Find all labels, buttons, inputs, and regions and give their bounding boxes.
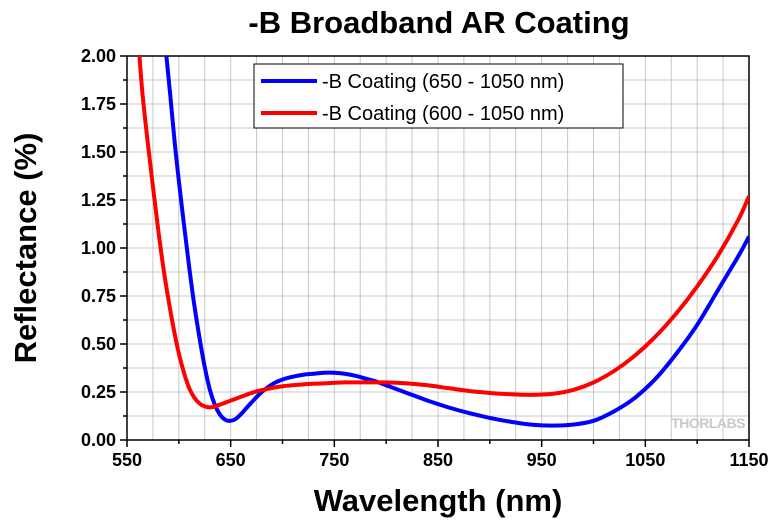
x-tick-label: 950	[527, 450, 557, 470]
axis-ticks	[120, 55, 750, 447]
x-tick-label: 650	[216, 450, 246, 470]
y-tick-label: 0.75	[81, 286, 116, 306]
legend-label-series-1: -B Coating (650 - 1050 nm)	[322, 71, 564, 93]
y-tick-label: 1.00	[81, 238, 116, 258]
x-axis-tick-labels: 550 650 750 850 950 1050 1150	[112, 450, 769, 470]
legend: -B Coating (650 - 1050 nm) -B Coating (6…	[253, 63, 624, 129]
x-tick-label: 850	[423, 450, 453, 470]
x-tick-label: 1150	[729, 450, 768, 470]
series-line-600-1050	[137, 56, 749, 410]
series-line-650-1050	[164, 56, 749, 428]
y-axis-title: Reflectance (%)	[8, 133, 43, 364]
x-tick-label: 750	[319, 450, 349, 470]
legend-box	[253, 63, 624, 129]
y-tick-label: 0.50	[81, 334, 116, 354]
x-tick-label: 1050	[625, 450, 665, 470]
y-tick-label: 1.25	[81, 190, 116, 210]
y-tick-label: 2.00	[81, 46, 116, 66]
thorlabs-watermark: THORLABS	[671, 415, 745, 431]
y-tick-label: 1.50	[81, 142, 116, 162]
y-tick-label: 0.00	[81, 430, 116, 450]
y-tick-label: 0.25	[81, 382, 116, 402]
chart-title: -B Broadband AR Coating	[248, 5, 629, 40]
x-axis-title: Wavelength (nm)	[314, 483, 563, 518]
series-layer	[137, 56, 749, 428]
x-tick-label: 550	[112, 450, 142, 470]
legend-label-series-2: -B Coating (600 - 1050 nm)	[322, 103, 564, 125]
y-tick-label: 1.75	[81, 94, 116, 114]
y-axis-tick-labels: 0.00 0.25 0.50 0.75 1.00 1.25 1.50 1.75 2.00	[81, 46, 116, 450]
